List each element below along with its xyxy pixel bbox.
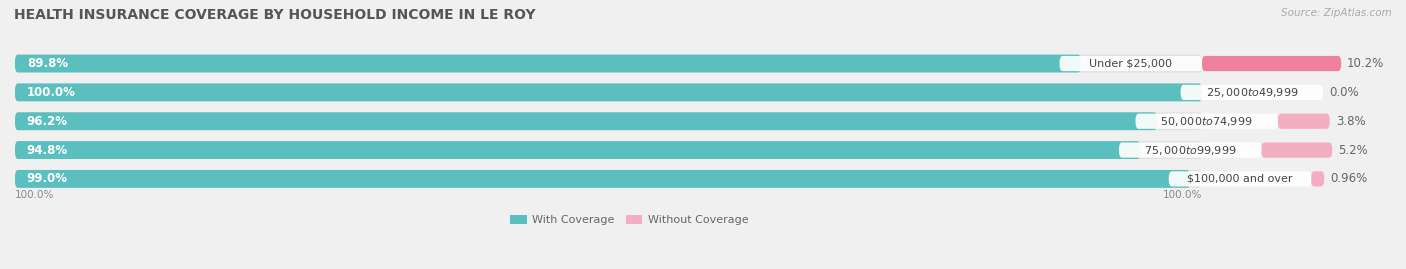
FancyBboxPatch shape xyxy=(15,112,1202,130)
FancyBboxPatch shape xyxy=(1168,171,1312,186)
Text: Under $25,000: Under $25,000 xyxy=(1090,59,1173,69)
Text: 0.0%: 0.0% xyxy=(1329,86,1358,99)
Text: 3.8%: 3.8% xyxy=(1336,115,1365,128)
Legend: With Coverage, Without Coverage: With Coverage, Without Coverage xyxy=(506,211,754,230)
FancyBboxPatch shape xyxy=(1136,114,1278,129)
Text: $75,000 to $99,999: $75,000 to $99,999 xyxy=(1144,144,1236,157)
FancyBboxPatch shape xyxy=(1261,143,1333,158)
Text: 100.0%: 100.0% xyxy=(15,190,55,200)
Text: 100.0%: 100.0% xyxy=(1163,190,1202,200)
FancyBboxPatch shape xyxy=(15,141,1140,159)
FancyBboxPatch shape xyxy=(1119,143,1261,158)
FancyBboxPatch shape xyxy=(1312,171,1324,186)
FancyBboxPatch shape xyxy=(1181,85,1323,100)
FancyBboxPatch shape xyxy=(15,170,1202,188)
FancyBboxPatch shape xyxy=(15,55,1202,72)
FancyBboxPatch shape xyxy=(1060,56,1202,71)
FancyBboxPatch shape xyxy=(1202,56,1341,71)
FancyBboxPatch shape xyxy=(15,83,1202,101)
Text: 5.2%: 5.2% xyxy=(1339,144,1368,157)
Text: HEALTH INSURANCE COVERAGE BY HOUSEHOLD INCOME IN LE ROY: HEALTH INSURANCE COVERAGE BY HOUSEHOLD I… xyxy=(14,8,536,22)
Text: Source: ZipAtlas.com: Source: ZipAtlas.com xyxy=(1281,8,1392,18)
Text: $25,000 to $49,999: $25,000 to $49,999 xyxy=(1205,86,1298,99)
FancyBboxPatch shape xyxy=(15,170,1189,188)
Text: $50,000 to $74,999: $50,000 to $74,999 xyxy=(1160,115,1253,128)
Text: 0.96%: 0.96% xyxy=(1330,172,1368,185)
FancyBboxPatch shape xyxy=(15,141,1202,159)
Text: 99.0%: 99.0% xyxy=(27,172,67,185)
Text: $100,000 and over: $100,000 and over xyxy=(1187,174,1292,184)
FancyBboxPatch shape xyxy=(15,112,1157,130)
FancyBboxPatch shape xyxy=(15,55,1081,72)
Text: 96.2%: 96.2% xyxy=(27,115,67,128)
FancyBboxPatch shape xyxy=(1278,114,1330,129)
Text: 10.2%: 10.2% xyxy=(1347,57,1385,70)
FancyBboxPatch shape xyxy=(15,83,1202,101)
Text: 100.0%: 100.0% xyxy=(27,86,76,99)
Text: 89.8%: 89.8% xyxy=(27,57,67,70)
Text: 94.8%: 94.8% xyxy=(27,144,67,157)
